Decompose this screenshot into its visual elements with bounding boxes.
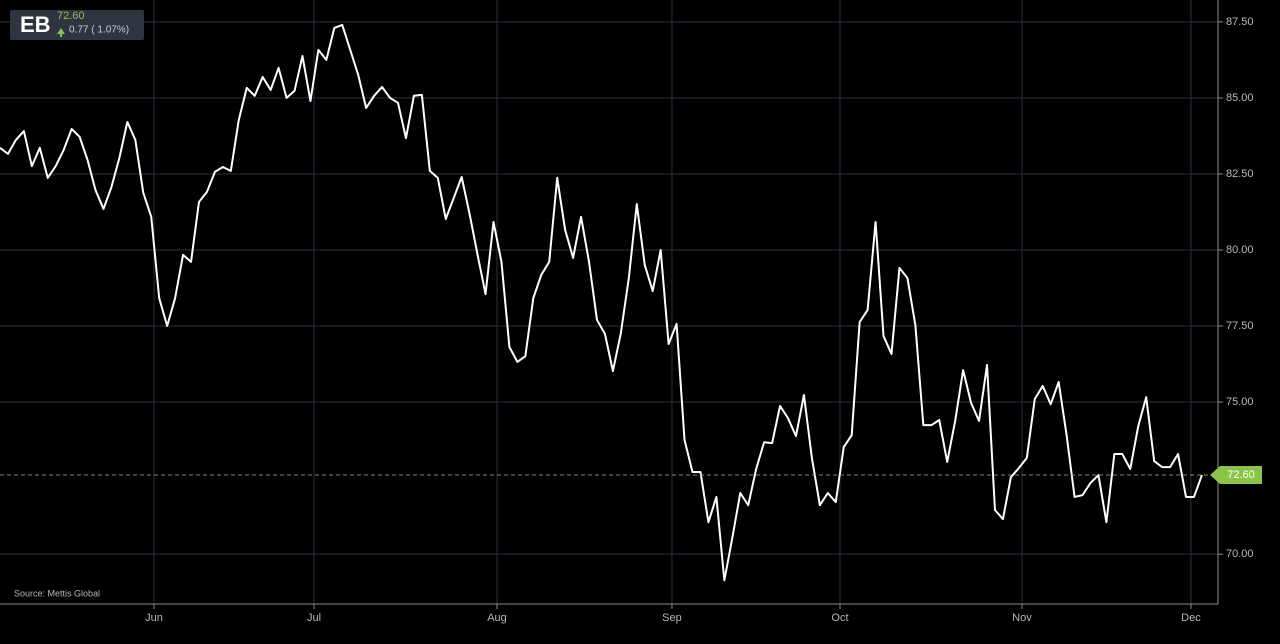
badge-background — [10, 10, 144, 40]
price: 72.60 — [57, 10, 85, 22]
y-tick-label: 82.50 — [1226, 168, 1254, 180]
x-tick-label: Jul — [307, 612, 321, 624]
x-tick-label: Oct — [831, 612, 848, 624]
y-tick-label: 85.00 — [1226, 92, 1254, 104]
price-line — [0, 23, 1203, 582]
source: Source: Mettis Global — [14, 588, 100, 598]
up-arrow — [57, 28, 65, 37]
grid — [0, 0, 1223, 609]
y-tick-label: 75.00 — [1226, 396, 1254, 408]
last-price-label: 72.60 — [1227, 469, 1255, 481]
x-tick-label: Sep — [662, 612, 682, 624]
change: 0.77 ( 1.07%) — [69, 25, 129, 36]
x-tick-label: Jun — [145, 612, 163, 624]
y-tick-label: 87.50 — [1226, 16, 1254, 28]
ticker-badge: EB 72.60 0.77 ( 1.07%) — [10, 10, 144, 40]
symbol: EB — [20, 12, 51, 37]
x-tick-label: Aug — [487, 612, 507, 624]
marks: 72.60 — [0, 23, 1262, 582]
last-price-marker — [1210, 466, 1262, 485]
y-tick-label: 80.00 — [1226, 244, 1254, 256]
x-tick-label: Dec — [1181, 612, 1201, 624]
x-tick-label: Nov — [1012, 612, 1032, 624]
y-tick-label: 70.00 — [1226, 548, 1254, 560]
y-tick-label: 77.50 — [1226, 320, 1254, 332]
